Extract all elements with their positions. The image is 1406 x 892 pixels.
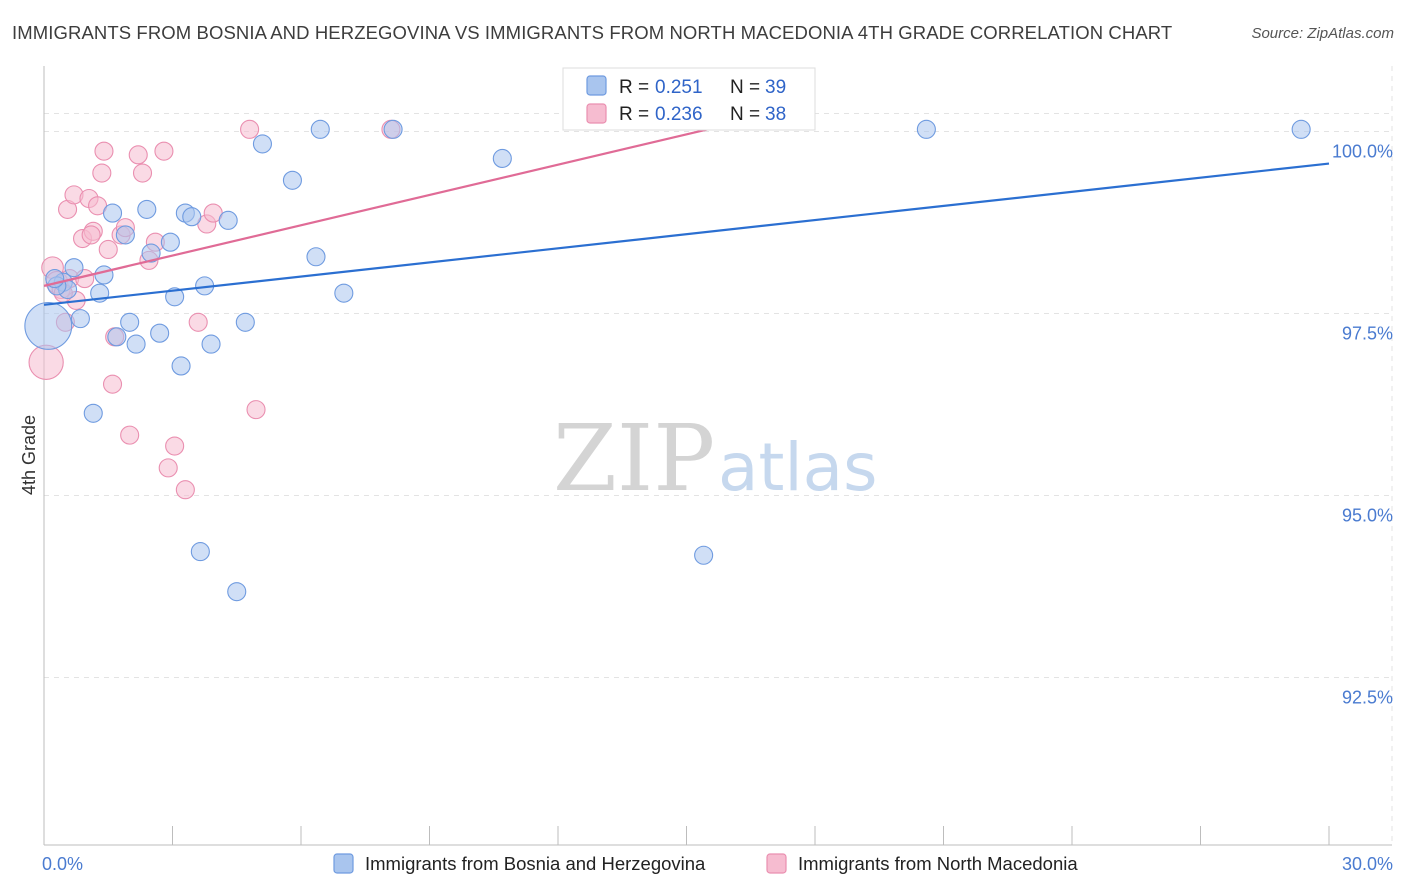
point-bosnia-29 [306,247,326,267]
point-bosnia-25 [227,582,247,602]
point-macedonia-29 [175,480,195,500]
point-bosnia-26 [235,312,255,332]
point-macedonia-28 [165,436,185,456]
point-bosnia-35 [916,119,936,139]
trend-line-macedonia [43,128,709,287]
point-macedonia-21 [120,425,140,445]
watermark-zip: ZIP [553,405,715,512]
point-bosnia-31 [334,283,354,303]
series-legend-label-bosnia: Immigrants from Bosnia and Herzegovina [365,853,706,874]
legend-r-label-blue: R = [619,77,649,98]
y-axis-title: 4th Grade [19,415,39,495]
point-bosnia-30 [310,119,330,139]
point-macedonia-27 [158,458,178,478]
series-legend: Immigrants from Bosnia and Herzegovina I… [333,853,1078,874]
stats-legend: R = 0.251 N = 39 R = 0.236 N = 38 [562,67,816,131]
y-tick-label-2: 95.0% [1342,506,1393,526]
point-bosnia-9 [107,327,127,347]
point-macedonia-15 [94,141,114,161]
x-tick-label-1: 30.0% [1342,854,1393,874]
x-tick-label-0: 0.0% [42,854,83,874]
point-bosnia-18 [171,356,191,376]
point-bosnia-3 [64,258,84,278]
point-bosnia-24 [218,210,238,230]
point-macedonia-33 [240,119,260,139]
legend-swatch-pink [586,103,607,124]
legend-n-value-blue: 39 [765,77,786,98]
point-macedonia-0 [28,344,64,380]
chart-source: Source: ZipAtlas.com [1251,25,1394,42]
chart-title: IMMIGRANTS FROM BOSNIA AND HERZEGOVINA V… [12,22,1173,43]
point-macedonia-26 [154,141,174,161]
point-bosnia-21 [190,542,210,562]
point-macedonia-37 [81,225,101,245]
point-bosnia-7 [94,265,114,285]
series-legend-label-macedonia: Immigrants from North Macedonia [798,853,1078,874]
point-macedonia-30 [188,312,208,332]
point-bosnia-11 [120,312,140,332]
legend-r-value-blue: 0.251 [655,77,703,98]
point-bosnia-34 [694,545,714,565]
point-bosnia-17 [165,287,185,307]
scatter-points [24,119,1311,602]
y-tick-label-0: 100.0% [1332,142,1393,162]
point-bosnia-5 [83,403,103,423]
point-macedonia-22 [128,145,148,165]
y-tick-label-1: 97.5% [1342,324,1393,344]
legend-r-value-pink: 0.236 [655,104,703,125]
y-tick-label-3: 92.5% [1342,688,1393,708]
point-bosnia-28 [282,170,302,190]
watermark-atlas: atlas [718,429,878,506]
point-bosnia-14 [141,243,161,263]
point-bosnia-8 [102,203,123,223]
trend-line-bosnia [43,162,1330,306]
point-bosnia-33 [492,148,512,169]
trend-lines [43,128,1330,306]
point-bosnia-4 [70,309,90,329]
point-bosnia-13 [137,199,157,219]
legend-n-value-pink: 38 [765,104,786,125]
x-tick-labels: 0.0% 30.0% [42,854,1393,874]
point-bosnia-32 [383,119,403,139]
point-macedonia-14 [92,163,112,183]
legend-n-label-pink: N = [730,104,760,125]
axes [43,66,1392,846]
point-bosnia-15 [150,323,170,343]
point-bosnia-27 [252,134,273,154]
point-bosnia-12 [126,334,146,354]
legend-swatch-blue [586,75,607,96]
y-tick-labels: 100.0% 97.5% 95.0% 92.5% [1332,142,1393,708]
point-bosnia-10 [115,225,135,245]
point-bosnia-23 [201,334,221,354]
point-bosnia-16 [160,232,180,252]
point-macedonia-34 [246,400,266,420]
point-macedonia-23 [132,163,153,183]
series-legend-swatch-macedonia [766,853,787,874]
point-bosnia-0 [24,301,73,350]
point-bosnia-36 [1291,119,1311,139]
point-macedonia-16 [98,239,118,260]
legend-n-label-blue: N = [730,77,760,98]
legend-r-label-pink: R = [619,104,649,125]
series-legend-swatch-bosnia [333,853,354,874]
point-bosnia-20 [182,207,202,227]
point-macedonia-17 [102,374,123,394]
